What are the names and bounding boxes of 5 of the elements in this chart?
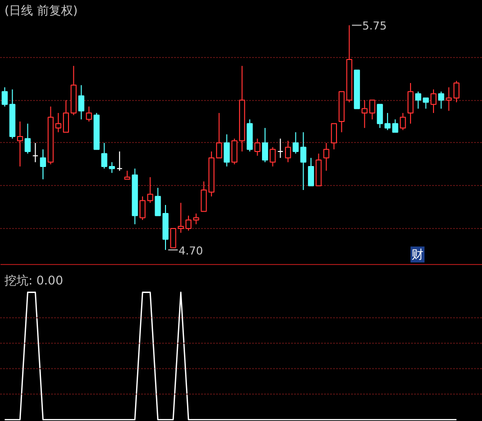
chart-title: 挖坑: 0.00 (4, 274, 64, 288)
chart-title: (日线 前复权) (4, 4, 78, 18)
annotation: 4.70 (178, 244, 204, 258)
annotation: 5.75 (362, 20, 387, 33)
annotation: 财 (412, 248, 424, 262)
